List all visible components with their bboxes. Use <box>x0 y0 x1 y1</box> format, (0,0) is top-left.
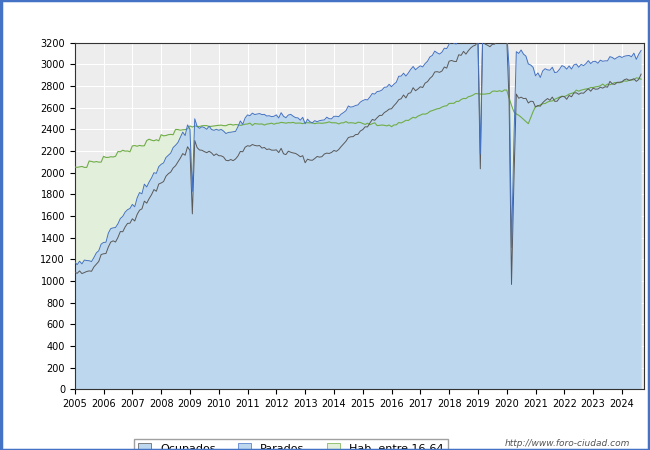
Text: http://www.foro-ciudad.com: http://www.foro-ciudad.com <box>505 439 630 448</box>
Text: Ólvega - Evolucion de la poblacion en edad de Trabajar Septiembre de 2024: Ólvega - Evolucion de la poblacion en ed… <box>99 12 551 27</box>
Legend: Ocupados, Parados, Hab. entre 16-64: Ocupados, Parados, Hab. entre 16-64 <box>134 439 448 450</box>
